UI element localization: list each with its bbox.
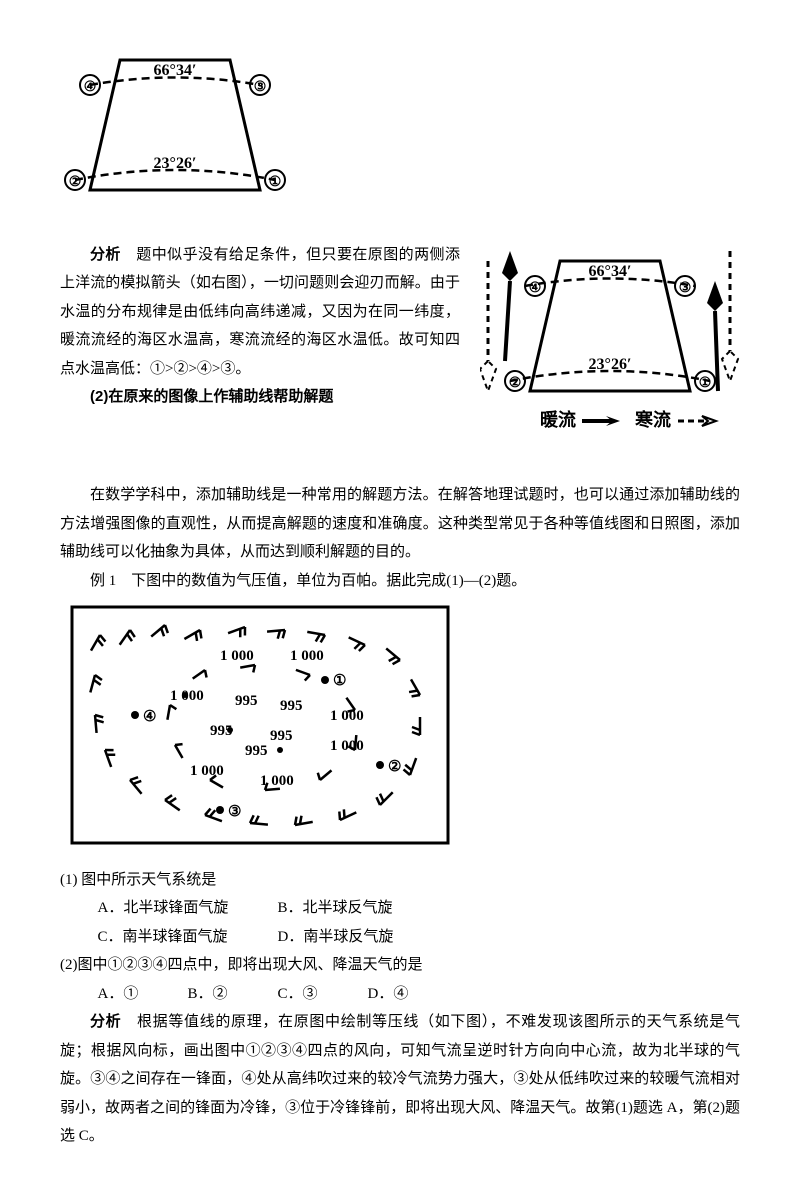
analysis-2-lead: 分析	[90, 1013, 121, 1030]
para-method: 在数学学科中，添加辅助线是一种常用的解题方法。在解答地理试题时，也可以通过添加辅…	[60, 481, 740, 567]
figure-trapezoid-right: 66°34′ 23°26′ ④ ③ ② ① 暖流 寒流	[480, 241, 740, 472]
q2-opt-a: A．①	[98, 980, 188, 1009]
svg-text:③: ③	[254, 80, 267, 95]
svg-text:1 000: 1 000	[190, 763, 224, 779]
analysis-2: 分析 根据等值线的原理，在原图中绘制等压线（如下图），不难发现该图所示的天气系统…	[60, 1008, 740, 1151]
svg-text:66°34′: 66°34′	[589, 263, 632, 280]
lat-bot: 23°26′	[154, 155, 197, 172]
svg-text:④: ④	[529, 281, 542, 296]
svg-text:②: ②	[388, 759, 401, 775]
figure-trapezoid-left: 66°34′ 23°26′ ④ ③ ② ①	[60, 40, 740, 231]
q1-opt-c: C．南半球锋面气旋	[98, 923, 278, 952]
analysis-1-lead: 分析	[90, 246, 121, 263]
svg-text:暖流: 暖流	[540, 409, 576, 430]
svg-text:1 000: 1 000	[290, 648, 324, 664]
svg-text:③: ③	[679, 281, 692, 296]
svg-text:①: ①	[699, 376, 712, 391]
svg-text:1 000: 1 000	[330, 708, 364, 724]
analysis-1-body: 题中似乎没有给足条件，但只要在原图的两侧添上洋流的模拟箭头（如右图），一切问题则…	[60, 247, 460, 377]
q2-opt-b: B．②	[188, 980, 278, 1009]
svg-text:寒流: 寒流	[634, 409, 671, 430]
q2-opt-d: D．④	[368, 980, 458, 1009]
figure-pressure-map: 1 000 1 000 1 000 1 000 1 000 1 000 1 00…	[70, 605, 740, 856]
svg-text:①: ①	[333, 673, 346, 689]
question-2: (2)图中①②③④四点中，即将出现大风、降温天气的是	[60, 951, 740, 980]
svg-text:①: ①	[269, 175, 282, 190]
q2-opt-c: C．③	[278, 980, 368, 1009]
svg-text:995: 995	[280, 698, 303, 714]
lat-top: 66°34′	[154, 62, 197, 79]
svg-text:④: ④	[84, 80, 97, 95]
question-1: (1) 图中所示天气系统是	[60, 866, 740, 895]
svg-text:995: 995	[245, 743, 268, 759]
analysis-2-body: 根据等值线的原理，在原图中绘制等压线（如下图），不难发现该图所示的天气系统是气旋…	[60, 1014, 740, 1144]
example-1-lead: 例 1 下图中的数值为气压值，单位为百帕。据此完成(1)—(2)题。	[60, 567, 740, 596]
svg-text:1 000: 1 000	[220, 648, 254, 664]
q1-opt-b: B．北半球反气旋	[278, 894, 458, 923]
svg-text:1 000: 1 000	[330, 738, 364, 754]
svg-text:④: ④	[143, 709, 156, 725]
svg-text:1 000: 1 000	[260, 773, 294, 789]
question-1-options: A．北半球锋面气旋 B．北半球反气旋 C．南半球锋面气旋 D．南半球反气旋	[60, 894, 740, 951]
question-2-options: A．① B．② C．③ D．④	[60, 980, 740, 1009]
svg-text:995: 995	[235, 693, 258, 709]
svg-text:995: 995	[270, 728, 293, 744]
svg-text:②: ②	[509, 376, 522, 391]
q1-opt-d: D．南半球反气旋	[278, 923, 458, 952]
svg-text:23°26′: 23°26′	[589, 356, 632, 373]
svg-text:②: ②	[69, 175, 82, 190]
q1-opt-a: A．北半球锋面气旋	[98, 894, 278, 923]
svg-text:③: ③	[228, 804, 241, 820]
